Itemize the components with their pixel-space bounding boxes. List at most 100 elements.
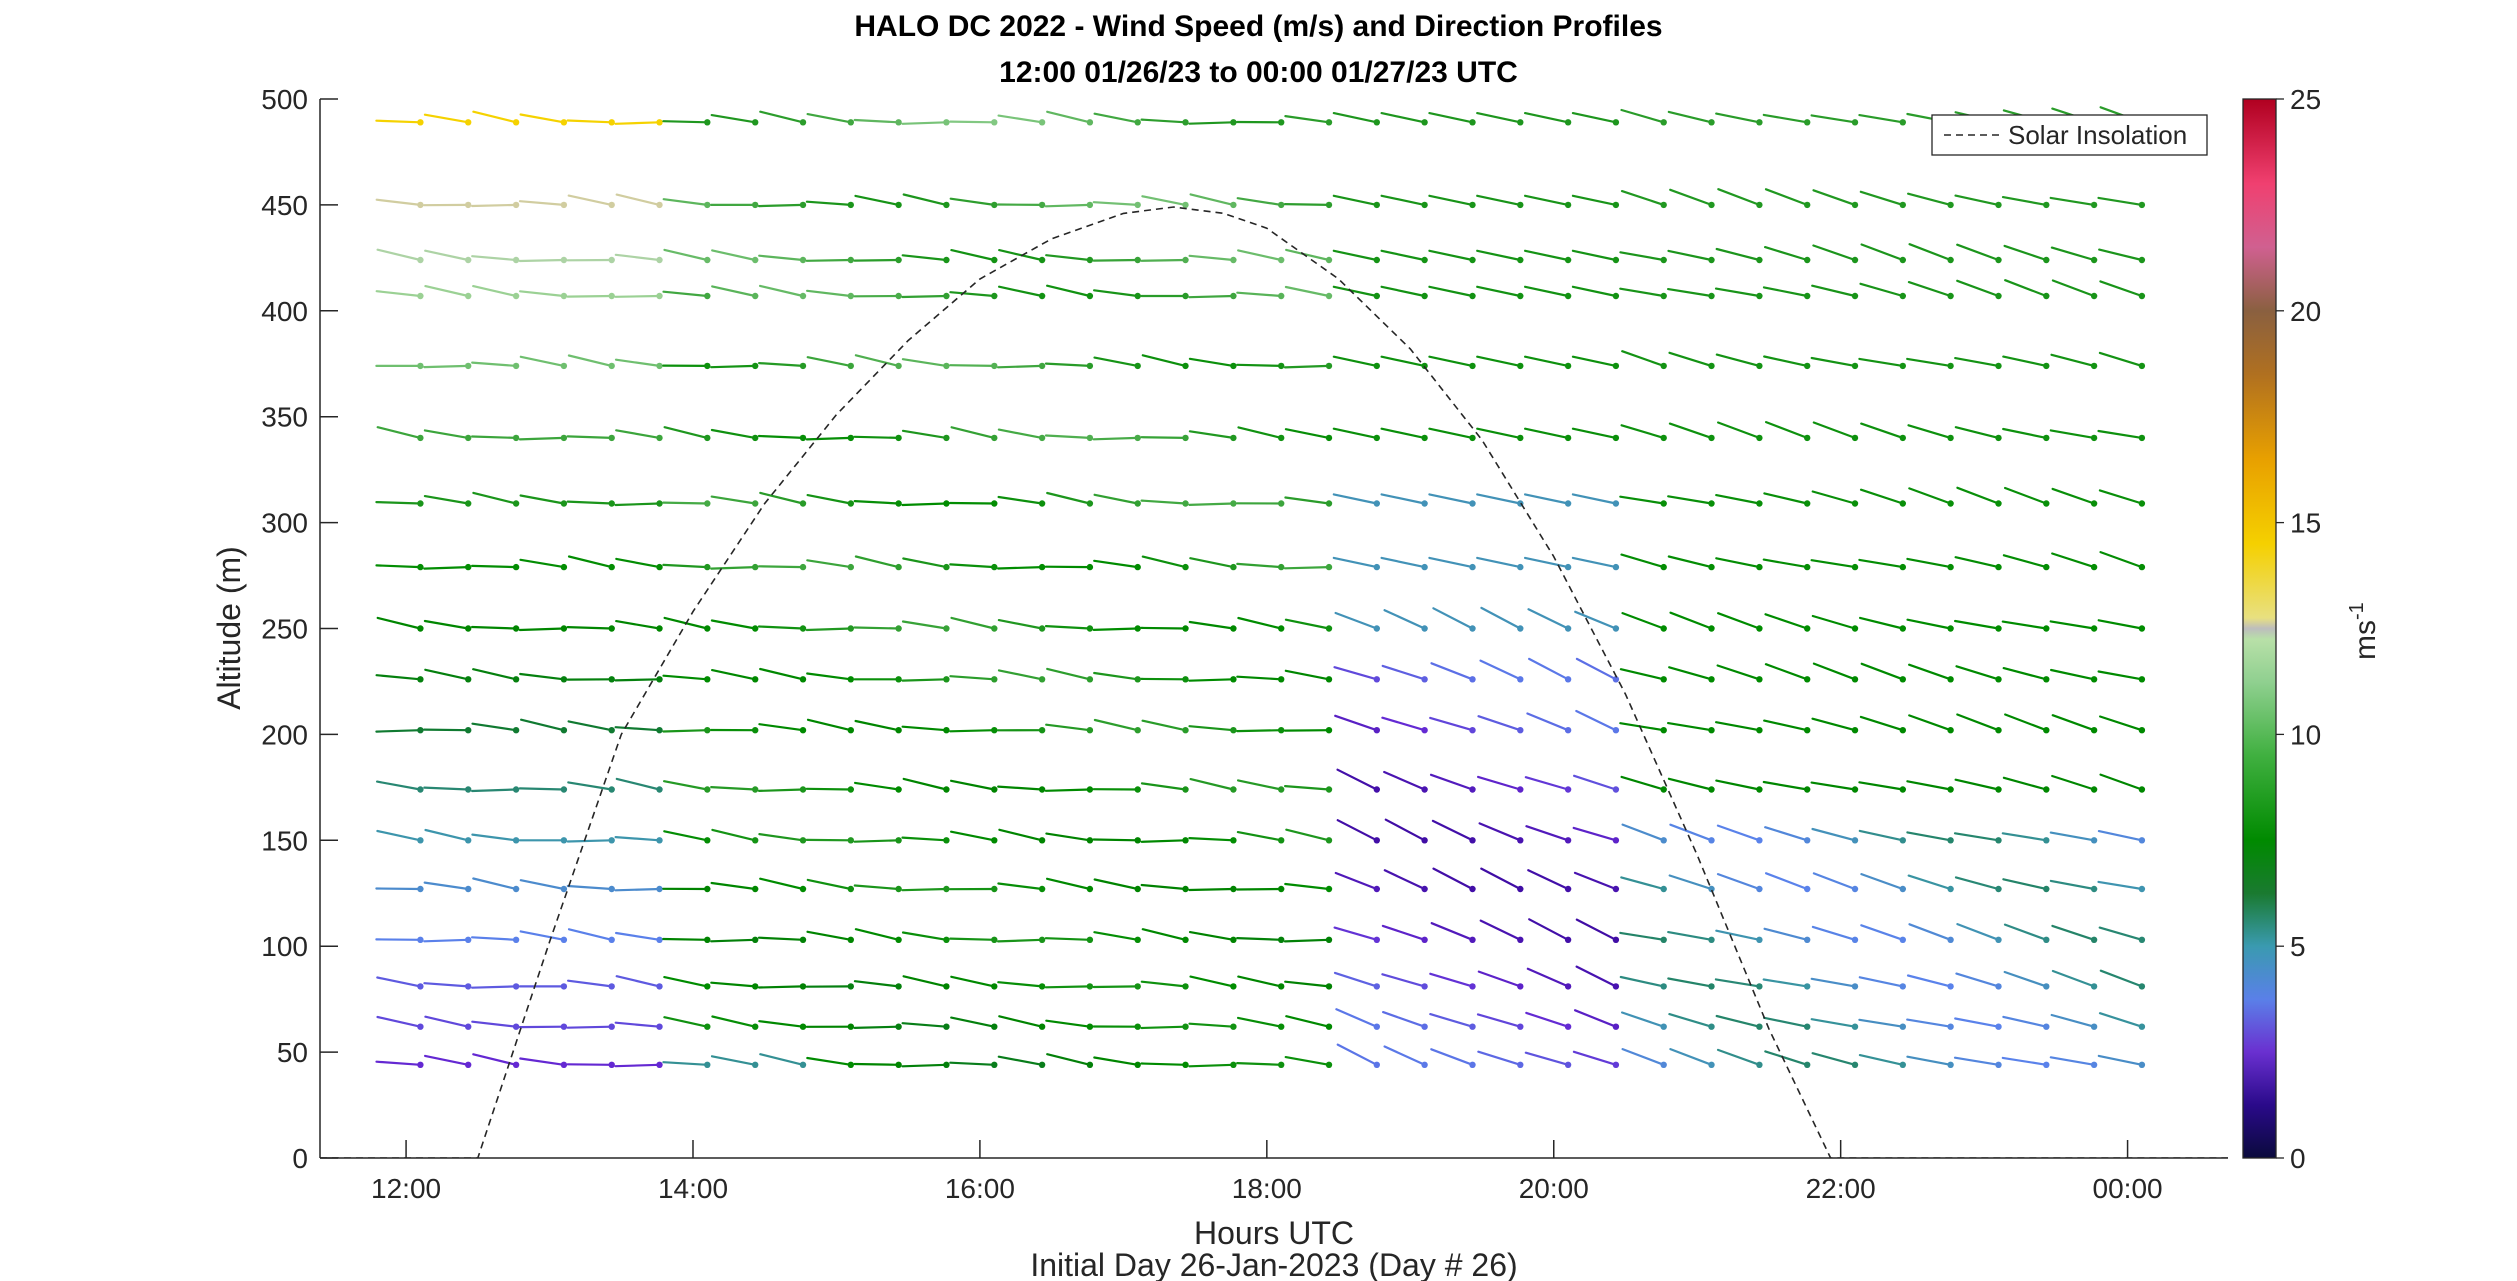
wind-vector-head [656,885,663,893]
wind-vector-head [2043,786,2050,793]
wind-vector-head [417,362,424,370]
wind-vector-head [704,676,711,683]
wind-vector-head [1325,1023,1333,1030]
wind-vector-head [1230,936,1237,943]
wind-vector-head [2043,256,2050,264]
wind-vector [1092,838,1139,842]
wind-vector [1237,249,1283,262]
wind-vector-head [512,1061,520,1069]
wind-vector [1762,1016,1809,1028]
wind-vector [1527,869,1570,891]
wind-vector [997,495,1044,505]
wind-vector [518,258,566,263]
wind-vector [1667,110,1713,124]
wind-vector-head [1517,727,1524,734]
wind-vector-head [847,885,854,893]
x-tick-label: 16:00 [945,1173,1015,1204]
wind-vector-head [1373,201,1381,209]
wind-vector [2049,429,2096,439]
wind-vector [376,780,422,791]
wind-vector-head [1469,1061,1476,1069]
wind-vector [2003,970,2048,988]
wind-vector-head [608,362,615,370]
wind-vector [1428,427,1474,439]
wind-vector [1810,781,1857,791]
wind-vector [758,723,805,732]
wind-vector-head [1851,837,1859,844]
wind-vector [1188,1022,1235,1028]
wind-vector [1141,195,1187,206]
wind-vector-head [1660,676,1667,683]
y-tick-label: 0 [292,1143,308,1174]
wind-vector [949,937,996,941]
wind-vector-head [656,983,663,990]
wind-vector-head [704,786,711,793]
wind-vector [1333,926,1378,941]
wind-vector-head [1086,727,1094,734]
wind-vector [854,555,900,569]
wind-vector [2051,714,2096,732]
wind-vector-head [1278,1061,1285,1069]
wind-vector [1480,867,1522,891]
wind-vector [1044,937,1092,941]
wind-vector [1716,421,1761,439]
wind-vector-head [991,292,998,300]
wind-vector-head [1278,676,1285,683]
wind-vector-head [560,1061,568,1069]
wind-vector-head [1182,837,1189,844]
wind-vector-head [799,625,807,632]
wind-vector [663,830,709,842]
wind-vector [902,975,948,988]
wind-vector [759,1053,805,1066]
wind-vector [566,1025,613,1029]
wind-vector [996,565,1044,570]
wind-vector-head [2043,434,2050,442]
wind-vector-head [1134,983,1141,990]
wind-vector [1140,626,1187,630]
wind-vector-head [1086,434,1094,442]
wind-vector-head [943,563,950,571]
wind-vector-head [1182,936,1189,943]
wind-vector-head [1421,500,1428,507]
wind-vector [1188,254,1235,262]
wind-vector-head [2138,1023,2146,1030]
wind-vector-head [895,786,902,793]
wind-vector-head [2043,885,2050,893]
wind-vector-head [847,434,854,442]
wind-vector [1667,495,1713,505]
wind-vector [806,672,852,681]
wind-vector-head [2090,563,2098,571]
wind-vector-head [2138,1061,2146,1069]
wind-vector-head [1325,362,1333,370]
wind-vector [853,781,900,791]
wind-vector-head [1660,201,1667,209]
wind-vector [614,502,661,507]
wind-vector-head [1564,434,1572,442]
wind-vector-head [1038,500,1046,507]
wind-vector-head [799,434,807,442]
wind-vector-head [1278,837,1285,844]
wind-vector-head [991,256,998,264]
wind-vector-head [1756,885,1763,893]
wind-vector-head [704,201,711,209]
wind-vector [901,502,948,507]
wind-vector-head [560,676,568,683]
wind-vector-head [1373,292,1381,300]
wind-vector-head [2138,292,2146,300]
wind-vector [1860,662,1904,681]
wind-vector [1284,1055,1331,1066]
wind-vector-head [1660,563,1667,571]
colorbar-tick-label: 20 [2290,296,2321,327]
wind-vector [1236,936,1283,941]
wind-vector [519,494,566,505]
wind-vector [1476,556,1522,569]
wind-vector [423,565,470,570]
wind-vector [758,832,805,842]
wind-vector [950,975,996,988]
wind-vector [471,985,518,989]
wind-vector [1956,243,2000,262]
wind-vector-head [1469,201,1476,209]
wind-vector [566,839,613,843]
wind-vector-head [1804,1023,1811,1030]
wind-vector-head [465,434,472,442]
